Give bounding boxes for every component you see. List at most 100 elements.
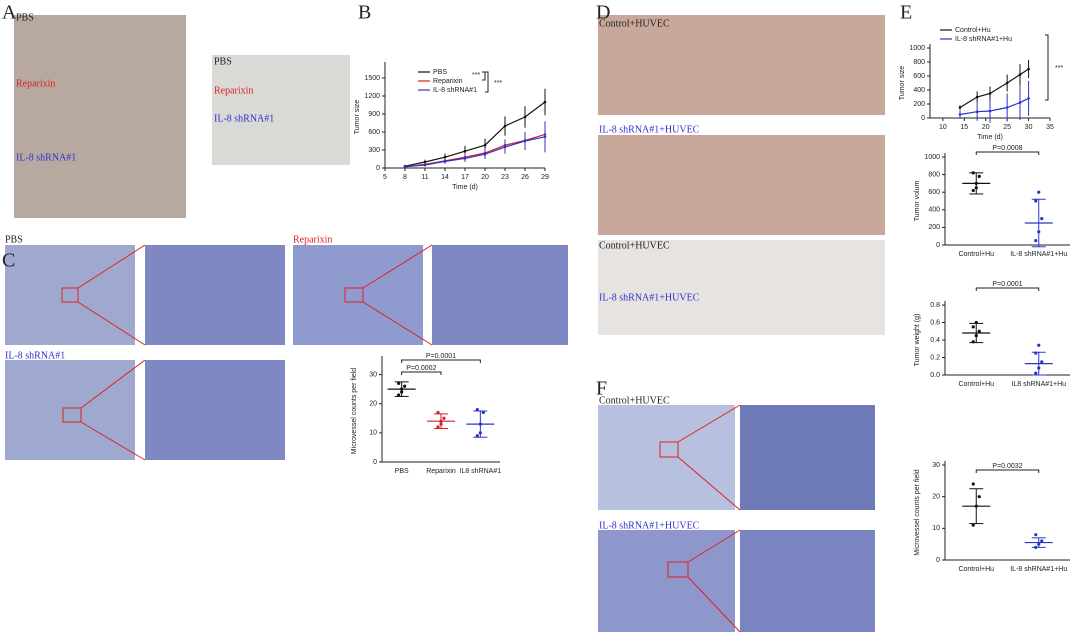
histology-zoom bbox=[145, 360, 285, 460]
legend-label: Control+Hu bbox=[955, 27, 991, 34]
marker bbox=[443, 155, 447, 159]
point bbox=[478, 422, 482, 426]
point bbox=[974, 504, 978, 508]
marker bbox=[543, 135, 547, 139]
point bbox=[971, 325, 975, 329]
bracket bbox=[1045, 34, 1049, 101]
point bbox=[971, 171, 975, 175]
marker bbox=[443, 160, 447, 163]
x-axis-label: Time (d) bbox=[977, 134, 1003, 141]
y-tick-label: 600 bbox=[928, 189, 940, 196]
point bbox=[403, 384, 407, 388]
x-tick-label: 14 bbox=[441, 174, 449, 181]
marker bbox=[975, 110, 979, 113]
marker bbox=[958, 106, 962, 109]
x-tick-label: 23 bbox=[501, 174, 509, 181]
y-tick-label: 30 bbox=[932, 462, 940, 469]
photo-caption: IL-8 shRNA#1 bbox=[5, 350, 65, 361]
point bbox=[977, 329, 981, 333]
panel-label: E bbox=[900, 2, 912, 24]
y-axis-label: Microvessel counts per field bbox=[914, 469, 921, 555]
y-tick-label: 0.8 bbox=[930, 302, 940, 309]
y-tick-label: 1000 bbox=[924, 154, 940, 161]
photo-caption: PBS bbox=[5, 234, 23, 245]
y-tick-label: 0 bbox=[376, 165, 380, 172]
x-tick-label: 20 bbox=[982, 124, 990, 131]
x-tick-label: 30 bbox=[1025, 124, 1033, 131]
p-value: P=0.0001 bbox=[426, 353, 456, 360]
y-tick-label: 800 bbox=[928, 171, 940, 178]
p-value: P=0.0032 bbox=[992, 463, 1022, 470]
x-tick-label: 5 bbox=[383, 174, 387, 181]
photos bbox=[5, 15, 885, 633]
photo-caption: Reparixin bbox=[293, 234, 332, 245]
mice-photo bbox=[598, 15, 885, 115]
x-tick-label: IL-8 shRNA#1+Hu bbox=[1010, 251, 1067, 258]
point bbox=[1037, 343, 1041, 347]
x-tick-label: 35 bbox=[1046, 124, 1054, 131]
photo-caption: IL-8 shRNA#1+HUVEC bbox=[599, 124, 700, 135]
point bbox=[439, 419, 443, 423]
panel-label: C bbox=[2, 250, 15, 272]
histology bbox=[5, 245, 135, 345]
marker bbox=[523, 139, 527, 143]
y-tick-label: 0.6 bbox=[930, 319, 940, 326]
y-tick-label: 20 bbox=[932, 494, 940, 501]
x-tick-label: Control+Hu bbox=[958, 251, 994, 258]
y-tick-label: 1000 bbox=[909, 45, 925, 52]
photo-caption: Reparixin bbox=[16, 78, 55, 89]
point bbox=[1040, 360, 1044, 364]
point bbox=[436, 410, 440, 415]
point bbox=[1034, 533, 1038, 537]
bracket bbox=[485, 71, 489, 93]
photo-caption: IL-8 shRNA#1+HUVEC bbox=[599, 292, 700, 303]
y-axis-label: Tumor weight (g) bbox=[914, 314, 921, 367]
marker bbox=[1005, 106, 1009, 109]
y-tick-label: 900 bbox=[368, 111, 380, 118]
point bbox=[974, 186, 978, 190]
photo-caption: Reparixin bbox=[214, 85, 253, 96]
photo-caption: IL-8 shRNA#1+HUVEC bbox=[599, 520, 700, 531]
panel-label: A bbox=[2, 2, 17, 24]
point bbox=[400, 387, 404, 391]
photo-caption: Control+HUVEC bbox=[599, 18, 670, 29]
x-tick-label: IL-8 shRNA#1+Hu bbox=[1010, 566, 1067, 573]
y-tick-label: 1500 bbox=[364, 75, 380, 82]
marker bbox=[975, 95, 979, 99]
x-tick-label: 11 bbox=[421, 174, 428, 181]
annotation: *** bbox=[1055, 65, 1063, 72]
y-tick-label: 200 bbox=[928, 224, 940, 231]
x-tick-label: 15 bbox=[960, 124, 968, 131]
marker bbox=[503, 124, 507, 128]
p-value: P=0.0002 bbox=[406, 365, 436, 372]
point bbox=[1034, 239, 1038, 243]
y-tick-label: 10 bbox=[932, 525, 940, 532]
histology bbox=[5, 360, 135, 460]
point bbox=[971, 340, 975, 344]
point bbox=[1037, 366, 1041, 370]
line bbox=[959, 68, 1029, 109]
x-tick-label: 25 bbox=[1003, 124, 1011, 131]
y-tick-label: 1200 bbox=[364, 93, 380, 100]
point bbox=[475, 434, 479, 438]
bracket bbox=[482, 71, 486, 81]
y-tick-label: 20 bbox=[369, 401, 377, 408]
point bbox=[971, 188, 975, 193]
legend-label: Reparixin bbox=[433, 78, 463, 85]
point bbox=[475, 407, 479, 412]
mice-photo bbox=[598, 135, 885, 235]
y-tick-label: 300 bbox=[368, 147, 380, 154]
photo-caption: IL-8 shRNA#1 bbox=[214, 113, 274, 124]
y-tick-label: 0 bbox=[936, 242, 940, 249]
point bbox=[1037, 542, 1041, 546]
point bbox=[1034, 199, 1038, 203]
histology-zoom bbox=[740, 405, 875, 510]
point bbox=[436, 425, 440, 429]
x-tick-label: 8 bbox=[403, 174, 407, 181]
marker bbox=[483, 152, 487, 156]
photo-caption: PBS bbox=[214, 56, 232, 67]
point bbox=[977, 495, 981, 499]
x-tick-label: IL8 shRNA#1 bbox=[460, 468, 502, 475]
